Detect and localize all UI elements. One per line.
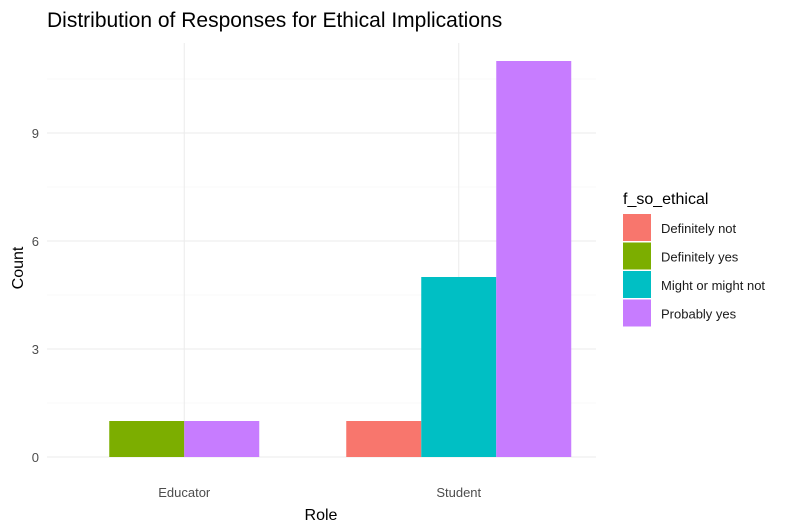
bar-student-might-or-might-not: [421, 277, 497, 457]
y-tick-label: 0: [32, 450, 39, 465]
bar-educator-definitely-yes: [109, 421, 185, 457]
legend-label: Might or might not: [661, 278, 765, 293]
x-axis-title: Role: [305, 507, 338, 524]
x-axis-ticks: Educator Student: [158, 485, 481, 500]
bars: [109, 61, 572, 457]
y-tick-label: 6: [32, 234, 39, 249]
y-axis-ticks: 0 3 6 9: [32, 126, 39, 465]
x-tick-label: Educator: [158, 485, 211, 500]
legend-swatch: [623, 299, 651, 327]
legend-label: Definitely not: [661, 221, 737, 236]
chart-title: Distribution of Responses for Ethical Im…: [47, 9, 502, 32]
bar-student-probably-yes: [496, 61, 572, 457]
legend-label: Probably yes: [661, 307, 737, 322]
legend-swatch: [623, 242, 651, 270]
legend-swatch: [623, 214, 651, 241]
legend-label: Definitely yes: [661, 250, 739, 265]
legend: f_so_ethical Definitely not Definitely ye…: [623, 191, 765, 327]
y-tick-label: 9: [32, 126, 39, 141]
legend-title: f_so_ethical: [623, 191, 708, 208]
x-tick-label: Student: [436, 485, 481, 500]
bar-student-definitely-not: [346, 421, 422, 457]
legend-swatch: [623, 271, 651, 298]
bar-educator-probably-yes: [184, 421, 260, 457]
y-axis-title: Count: [10, 246, 27, 289]
y-tick-label: 3: [32, 342, 39, 357]
